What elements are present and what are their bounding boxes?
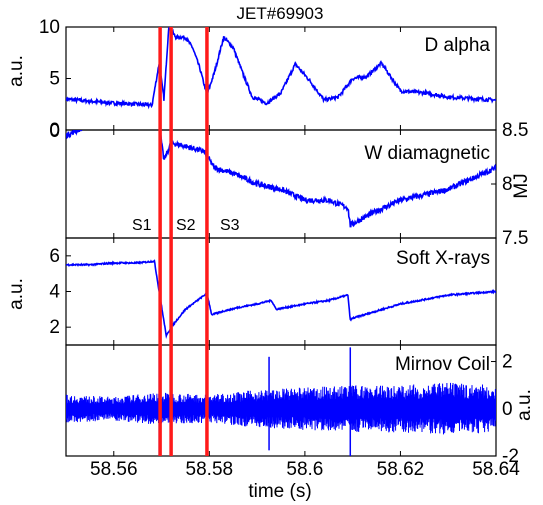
annotation-s2: S2 <box>176 217 196 234</box>
series-line-w-diamagnetic <box>66 130 496 228</box>
x-tick-label: 58.62 <box>377 459 425 480</box>
x-tick-label: 58.58 <box>186 459 234 480</box>
series-line-d-alpha <box>66 27 496 110</box>
series-line-soft-x-rays <box>66 259 496 339</box>
ylabel-mirnov-coil: a.u. <box>514 389 535 421</box>
series-line-mirnov-coil <box>66 382 496 435</box>
x-tick-label: 58.56 <box>90 459 138 480</box>
ylabel-soft-x-rays: a.u. <box>6 278 27 310</box>
y-tick-label: 0 <box>502 399 513 420</box>
x-tick-label: 58.64 <box>472 459 520 480</box>
chart-title: JET#69903 <box>237 4 324 23</box>
y-tick-label: -2 <box>502 446 519 467</box>
y-tick-label: 5 <box>49 69 60 90</box>
annotation-s3: S3 <box>220 217 240 234</box>
y-tick-label: 10 <box>39 17 60 38</box>
y-tick-label: 0 <box>49 120 60 141</box>
y-tick-label: 2 <box>502 352 513 373</box>
y-tick-label: 2 <box>49 317 60 338</box>
annotation-s1: S1 <box>132 217 152 234</box>
x-axis-title: time (s) <box>248 481 311 502</box>
panel-label-mirnov-coil: Mirnov Coil <box>395 354 490 375</box>
ylabel-w-diamagnetic: MJ <box>511 173 532 198</box>
y-tick-label: 4 <box>49 282 60 303</box>
y-tick-label: 8 <box>502 174 513 195</box>
y-tick-label: 0 <box>49 121 60 142</box>
y-tick-label: 7.5 <box>502 228 528 249</box>
x-tick-label: 58.6 <box>286 459 323 480</box>
y-tick-label: 8.5 <box>502 120 528 141</box>
y-tick-label: 6 <box>49 246 60 267</box>
panel-label-d-alpha: D alpha <box>425 35 491 56</box>
ylabel-d-alpha: a.u. <box>6 55 27 87</box>
panel-label-w-diamagnetic: W diamagnetic <box>364 143 490 164</box>
panel-label-soft-x-rays: Soft X-rays <box>396 248 490 269</box>
